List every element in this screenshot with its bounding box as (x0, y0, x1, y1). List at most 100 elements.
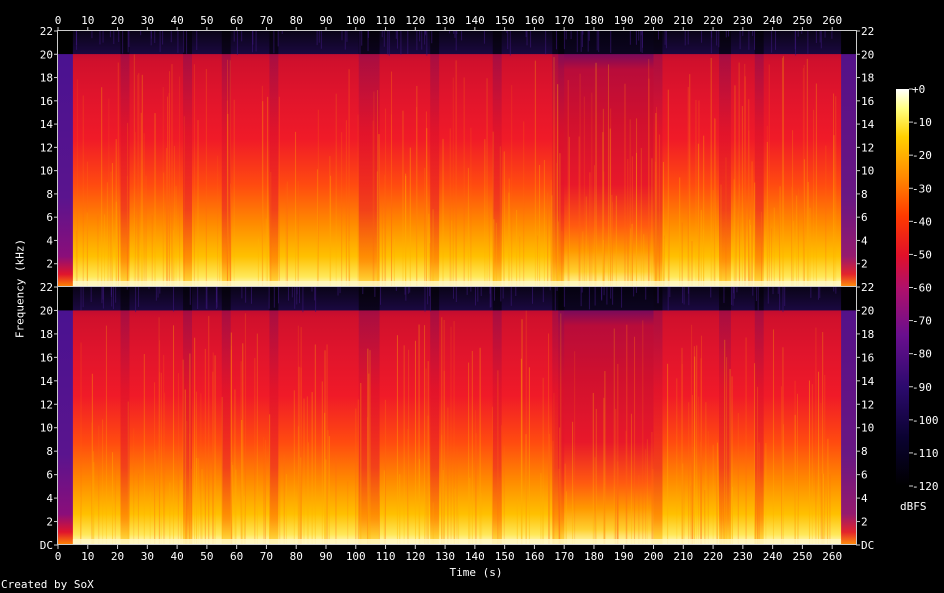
hf-streak (215, 287, 217, 310)
transient-streak (491, 406, 493, 545)
hf-streak (416, 31, 418, 51)
transient-streak (297, 325, 299, 545)
transient-streak (802, 67, 804, 287)
transient-streak (373, 91, 375, 287)
transient-streak (372, 120, 374, 287)
x-tick-label-bottom: 190 (614, 550, 634, 563)
transient-streak (534, 60, 536, 287)
transient-streak (195, 391, 197, 545)
transient-streak (751, 161, 753, 287)
hf-streak (252, 31, 254, 45)
transient-streak (681, 363, 683, 545)
transient-streak (162, 86, 164, 287)
hf-streak (801, 31, 803, 34)
x-tick-label-top: 40 (170, 14, 183, 27)
transient-streak (663, 235, 665, 287)
transient-streak (516, 499, 518, 545)
transient-streak (731, 487, 733, 545)
hf-streak (150, 31, 152, 46)
dropout-segment (719, 287, 731, 545)
transient-streak (416, 85, 418, 287)
transient-streak (244, 313, 246, 545)
hf-streak (820, 31, 822, 49)
hf-streak (75, 31, 77, 46)
transient-streak (813, 109, 815, 288)
transient-streak (629, 119, 631, 288)
dropout-segment (269, 287, 279, 545)
transient-streak (749, 219, 751, 287)
hf-streak (500, 287, 502, 302)
transient-streak (300, 367, 302, 545)
colorbar-tick-label: -110 (912, 447, 939, 460)
transient-streak (716, 460, 718, 545)
y-tick-label-right: 10 (861, 422, 874, 435)
hf-streak (344, 31, 346, 50)
transient-streak (257, 238, 259, 287)
transient-streak (751, 161, 753, 287)
x-tick-label-bottom: 100 (346, 550, 366, 563)
dropout-segment (552, 287, 565, 545)
hf-streak (772, 287, 774, 295)
transient-streak (180, 479, 182, 545)
transient-streak (754, 363, 756, 545)
hf-streak (216, 287, 218, 308)
transient-streak (330, 175, 332, 287)
transient-streak (697, 143, 699, 287)
transient-streak (703, 229, 705, 287)
hf-streak (530, 31, 532, 48)
hf-streak (610, 287, 612, 299)
hf-streak (127, 31, 129, 53)
transient-streak (635, 152, 637, 287)
y-tick-label-left: 20 (40, 304, 53, 317)
colorbar-gradient (896, 89, 909, 486)
transient-streak (205, 69, 207, 287)
transient-streak (427, 415, 429, 545)
transient-streak (548, 333, 550, 545)
hf-streak (455, 31, 457, 51)
hf-streak (563, 31, 565, 50)
transient-streak (91, 422, 93, 545)
hf-streak (126, 287, 128, 290)
transient-streak (603, 171, 605, 287)
transient-streak (173, 325, 175, 545)
x-tick-label-top: 120 (405, 14, 425, 27)
hf-streak (359, 31, 361, 54)
hf-streak (742, 31, 744, 37)
transient-streak (782, 57, 784, 287)
transient-streak (154, 450, 156, 545)
hf-streak (739, 31, 741, 50)
hf-streak (730, 287, 732, 305)
hf-streak (635, 31, 637, 45)
hf-streak (387, 31, 389, 55)
transient-streak (391, 71, 393, 288)
transient-streak (782, 424, 784, 545)
transient-streak (651, 431, 653, 545)
x-tick-label-top: 170 (554, 14, 574, 27)
transient-streak (297, 181, 299, 287)
transient-streak (425, 111, 427, 287)
hf-streak (407, 31, 409, 54)
hf-streak (245, 287, 247, 303)
transient-streak (279, 462, 281, 545)
transient-streak (384, 399, 386, 545)
y-tick-label-right: 14 (861, 375, 875, 388)
transient-streak (658, 134, 660, 287)
transient-streak (328, 436, 330, 545)
transient-streak (345, 120, 347, 287)
hf-streak (748, 31, 750, 50)
transient-streak (229, 60, 231, 288)
transient-streak (766, 141, 768, 287)
hf-streak (736, 287, 738, 293)
hf-streak (196, 31, 198, 51)
transient-streak (262, 101, 264, 288)
transient-streak (468, 362, 470, 545)
transient-streak (773, 207, 775, 287)
x-tick-label-top: 60 (230, 14, 243, 27)
x-tick-label-top: 220 (703, 14, 723, 27)
colorbar-tick-label: -20 (912, 149, 932, 162)
hf-streak (587, 31, 589, 52)
hf-streak (315, 287, 317, 312)
transient-streak (111, 163, 113, 287)
x-tick-label-top: 210 (673, 14, 693, 27)
hf-streak (404, 287, 406, 295)
